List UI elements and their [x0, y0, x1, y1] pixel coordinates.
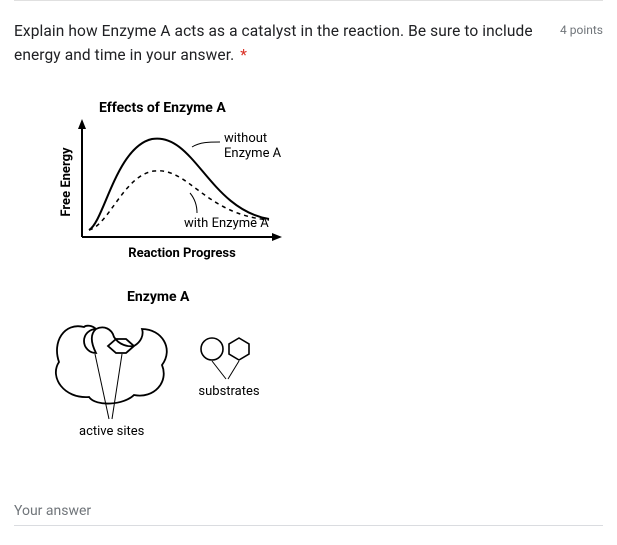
pointer-without [192, 142, 220, 147]
energy-chart: Effects of Enzyme A Free Energy Reaction… [34, 97, 334, 267]
pointer-with [190, 193, 197, 213]
x-axis-label: Reaction Progress [128, 246, 236, 261]
y-axis-label: Free Energy [59, 147, 74, 217]
substrate-pointer-1 [212, 361, 226, 379]
substrate-circle [201, 338, 223, 360]
substrate-pointer-2 [228, 361, 239, 379]
figure-area: Effects of Enzyme A Free Energy Reaction… [34, 97, 603, 467]
diagram-title: Enzyme A [127, 289, 190, 305]
substrate-hexagon [229, 338, 249, 360]
x-axis-arrow [272, 233, 282, 241]
enzyme-shape [56, 326, 167, 404]
label-without-1: without [224, 131, 267, 146]
label-with: with Enzyme A [184, 216, 269, 231]
label-active-sites: active sites [79, 424, 145, 439]
label-substrates: substrates [198, 384, 260, 399]
chart-title: Effects of Enzyme A [99, 100, 226, 116]
question-body: Explain how Enzyme A acts as a catalyst … [14, 22, 533, 64]
question-row: Explain how Enzyme A acts as a catalyst … [14, 19, 603, 67]
points-label: 4 points [560, 19, 603, 37]
question-text: Explain how Enzyme A acts as a catalyst … [14, 19, 552, 67]
answer-field-wrap [14, 497, 603, 526]
label-without-2: Enzyme A [224, 146, 282, 161]
required-marker: * [240, 46, 247, 64]
top-divider [14, 0, 603, 1]
answer-input[interactable] [14, 497, 603, 526]
y-axis-arrow [78, 119, 86, 129]
enzyme-diagram: Enzyme A active sites substrates [34, 287, 334, 467]
